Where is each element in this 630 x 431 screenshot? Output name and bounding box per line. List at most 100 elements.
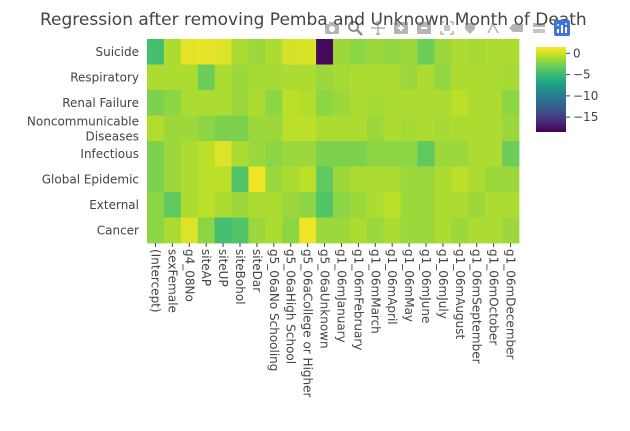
heatmap-cell[interactable] (147, 217, 165, 244)
heatmap-cell[interactable] (163, 90, 182, 116)
heatmap-cell[interactable] (434, 115, 452, 142)
heatmap-cell[interactable] (333, 217, 351, 244)
heatmap-cell[interactable] (214, 166, 232, 193)
heatmap-cell[interactable] (299, 90, 317, 116)
heatmap-cell[interactable] (383, 90, 402, 116)
heatmap-cell[interactable] (468, 217, 486, 244)
hover-closest-icon[interactable] (506, 18, 526, 38)
heatmap-cell[interactable] (248, 115, 266, 142)
heatmap-cell[interactable] (400, 64, 418, 91)
heatmap-cell[interactable] (214, 64, 232, 91)
heatmap-cell[interactable] (349, 39, 368, 65)
heatmap-cell[interactable] (383, 192, 402, 218)
heatmap-cell[interactable] (265, 115, 283, 142)
heatmap-cell[interactable] (265, 90, 283, 116)
heatmap-cell[interactable] (502, 217, 520, 244)
heatmap-cell[interactable] (502, 39, 520, 65)
autoscale-icon[interactable] (437, 18, 457, 38)
heatmap-cell[interactable] (434, 141, 452, 167)
heatmap-cell[interactable] (333, 39, 351, 65)
heatmap-cell[interactable] (485, 166, 503, 193)
heatmap-cell[interactable] (197, 217, 216, 244)
heatmap-cell[interactable] (349, 141, 368, 167)
heatmap-cell[interactable] (485, 141, 503, 167)
heatmap-cell[interactable] (485, 115, 503, 142)
heatmap-cell[interactable] (451, 141, 469, 167)
heatmap-cell[interactable] (248, 141, 266, 167)
heatmap-cell[interactable] (180, 115, 199, 142)
heatmap-cell[interactable] (265, 166, 283, 193)
heatmap-cell[interactable] (180, 90, 199, 116)
heatmap-cell[interactable] (231, 166, 249, 193)
heatmap-cell[interactable] (485, 64, 503, 91)
zoom-icon[interactable] (345, 18, 365, 38)
heatmap-cell[interactable] (468, 90, 486, 116)
zoom-in-icon[interactable] (391, 18, 411, 38)
heatmap-cell[interactable] (316, 39, 334, 65)
heatmap-cell[interactable] (316, 217, 334, 244)
heatmap-cell[interactable] (349, 192, 368, 218)
heatmap-cell[interactable] (231, 217, 249, 244)
heatmap-cell[interactable] (434, 166, 452, 193)
heatmap-cell[interactable] (366, 141, 385, 167)
heatmap-cell[interactable] (180, 166, 199, 193)
heatmap-cell[interactable] (147, 64, 165, 91)
heatmap-cell[interactable] (485, 192, 503, 218)
heatmap-cell[interactable] (468, 141, 486, 167)
heatmap-cell[interactable] (333, 90, 351, 116)
heatmap-cell[interactable] (434, 39, 452, 65)
heatmap-cell[interactable] (299, 192, 317, 218)
heatmap-cell[interactable] (434, 192, 452, 218)
heatmap-cell[interactable] (451, 115, 469, 142)
heatmap-cell[interactable] (316, 115, 334, 142)
heatmap-cell[interactable] (214, 39, 232, 65)
heatmap-cell[interactable] (147, 141, 165, 167)
heatmap-cell[interactable] (316, 141, 334, 167)
heatmap-cell[interactable] (265, 39, 283, 65)
heatmap-cell[interactable] (333, 115, 351, 142)
heatmap-cell[interactable] (502, 141, 520, 167)
heatmap-cell[interactable] (316, 166, 334, 193)
heatmap-cell[interactable] (366, 217, 385, 244)
heatmap-cell[interactable] (451, 192, 469, 218)
heatmap-cell[interactable] (383, 141, 402, 167)
heatmap-cell[interactable] (248, 166, 266, 193)
heatmap-cell[interactable] (468, 166, 486, 193)
heatmap-cell[interactable] (299, 39, 317, 65)
heatmap-cell[interactable] (502, 166, 520, 193)
heatmap-cell[interactable] (417, 90, 435, 116)
heatmap-cell[interactable] (197, 39, 216, 65)
heatmap-cell[interactable] (485, 90, 503, 116)
heatmap-cell[interactable] (316, 90, 334, 116)
heatmap-cell[interactable] (468, 64, 486, 91)
heatmap-cell[interactable] (434, 64, 452, 91)
heatmap-cell[interactable] (451, 217, 469, 244)
heatmap-cell[interactable] (400, 166, 418, 193)
heatmap-cell[interactable] (400, 192, 418, 218)
heatmap-cell[interactable] (451, 166, 469, 193)
heatmap-cell[interactable] (147, 39, 165, 65)
heatmap-cell[interactable] (248, 64, 266, 91)
heatmap-cell[interactable] (400, 141, 418, 167)
heatmap-cell[interactable] (197, 141, 216, 167)
heatmap-cell[interactable] (197, 166, 216, 193)
heatmap-cell[interactable] (366, 90, 385, 116)
heatmap-cell[interactable] (417, 141, 435, 167)
heatmap-cell[interactable] (333, 192, 351, 218)
heatmap-cell[interactable] (180, 141, 199, 167)
heatmap-cell[interactable] (147, 192, 165, 218)
heatmap-cell[interactable] (214, 141, 232, 167)
heatmap-cell[interactable] (417, 192, 435, 218)
spike-icon[interactable] (483, 18, 503, 38)
heatmap-cell[interactable] (282, 64, 300, 91)
heatmap-cell[interactable] (299, 64, 317, 91)
heatmap-cell[interactable] (502, 64, 520, 91)
heatmap-cell[interactable] (163, 39, 182, 65)
heatmap-cell[interactable] (349, 217, 368, 244)
heatmap-cell[interactable] (180, 64, 199, 91)
heatmap-cell[interactable] (282, 90, 300, 116)
heatmap-cell[interactable] (163, 141, 182, 167)
heatmap-cell[interactable] (366, 166, 385, 193)
heatmap-cell[interactable] (400, 115, 418, 142)
heatmap-cell[interactable] (434, 90, 452, 116)
